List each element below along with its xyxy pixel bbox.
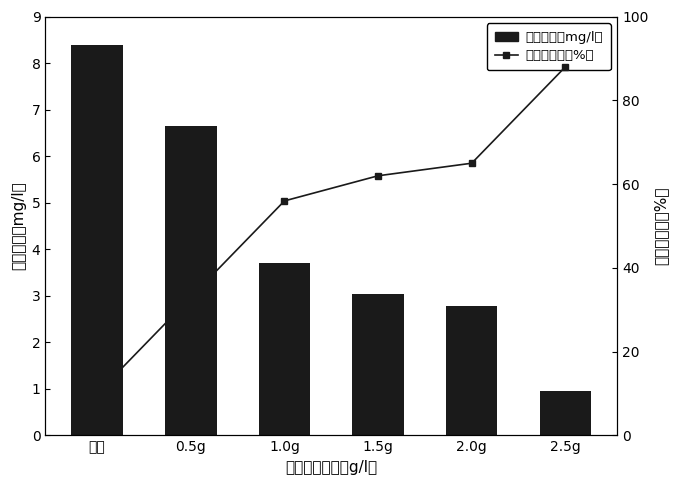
Bar [352, 294, 404, 435]
Bar [446, 306, 498, 435]
Legend: 氨氮含量（mg/l）, 氨氮去除率（%）: 氨氮含量（mg/l）, 氨氮去除率（%） [487, 23, 611, 70]
Bar [165, 126, 216, 435]
Bar [258, 263, 310, 435]
Y-axis label: 氨氮含量（mg/l）: 氨氮含量（mg/l） [11, 182, 26, 270]
X-axis label: 复合材料用量（g/l）: 复合材料用量（g/l） [285, 460, 377, 475]
Y-axis label: 氨氮去除率（%）: 氨氮去除率（%） [654, 187, 669, 265]
Bar [71, 45, 123, 435]
Bar [540, 391, 591, 435]
